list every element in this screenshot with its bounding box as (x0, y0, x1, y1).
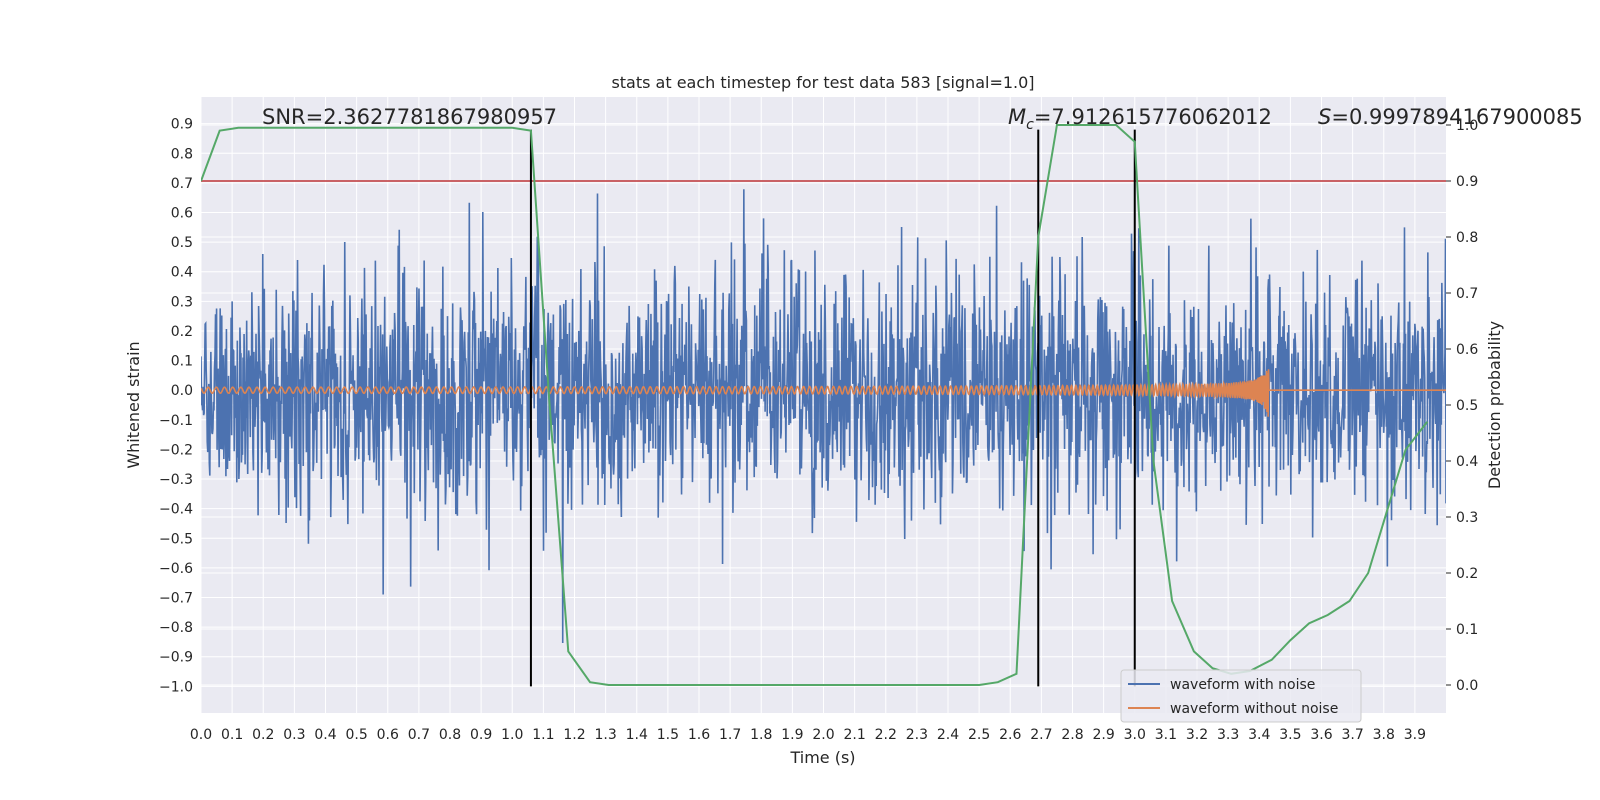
x-tick-label: 3.6 (1310, 727, 1332, 743)
y-right-tick-label: 1.0 (1456, 118, 1478, 134)
y-axis-ticks: 0.9 0.8 0.7 0.6 0.5 0.4 0.3 0.2 0.1 0.0 −0.1 −0.2 −0… (159, 117, 193, 696)
x-tick-label: 0.2 (252, 727, 274, 743)
x-tick-label: 3.9 (1404, 727, 1426, 743)
y-tick-label: −0.6 (159, 561, 193, 577)
significance-value: =0.9997894167900085 (1331, 105, 1582, 129)
x-axis-label: Time (s) (789, 748, 855, 767)
y-right-tick-label: 0.6 (1456, 342, 1478, 358)
x-tick-label: 0.0 (190, 727, 212, 743)
x-tick-label: 2.3 (906, 727, 928, 743)
x-tick-label: 0.9 (470, 727, 492, 743)
legend-box (1120, 669, 1362, 723)
y-tick-label: −0.9 (159, 650, 193, 666)
y-tick-label: −0.5 (159, 531, 193, 547)
x-tick-label: 3.7 (1341, 727, 1363, 743)
x-tick-label: 0.8 (439, 727, 461, 743)
chirp-mass-value: =7.912615776062012 (1034, 105, 1272, 129)
x-tick-label: 1.8 (750, 727, 772, 743)
x-tick-label: 0.4 (314, 727, 336, 743)
x-tick-label: 1.1 (532, 727, 554, 743)
y-right-tick-label: 0.0 (1456, 678, 1478, 694)
chirp-mass-symbol: M (1008, 105, 1026, 129)
y-tick-label: −0.2 (159, 442, 193, 458)
x-tick-label: 0.7 (408, 727, 430, 743)
y-tick-label: 0.6 (171, 206, 193, 222)
y-right-tick-label: 0.9 (1456, 174, 1478, 190)
x-tick-label: 0.3 (283, 727, 305, 743)
x-axis-ticks: 0.0 0.1 0.2 0.3 0.4 0.5 0.6 0.7 0.8 0.9 1.0 1.1 1.2 1… (190, 727, 1426, 743)
x-tick-label: 1.3 (594, 727, 616, 743)
x-tick-label: 1.7 (719, 727, 741, 743)
x-tick-label: 2.4 (937, 727, 959, 743)
x-tick-label: 3.3 (1217, 727, 1239, 743)
x-tick-label: 1.9 (781, 727, 803, 743)
y-tick-label: −0.1 (159, 413, 193, 429)
chirp-mass-subscript: c (1026, 117, 1034, 133)
legend-noise-label: waveform with noise (1170, 677, 1315, 693)
x-tick-label: 1.5 (657, 727, 679, 743)
x-tick-label: 2.1 (843, 727, 865, 743)
x-tick-label: 0.6 (377, 727, 399, 743)
y-right-tick-label: 0.8 (1456, 230, 1478, 246)
chart-title: stats at each timestep for test data 583… (611, 73, 1034, 92)
y-tick-label: 0.8 (171, 146, 193, 162)
right-y-axis-ticks: 1.0 0.9 0.8 0.7 0.6 0.5 0.4 0.3 0.2 0.1 0.0 (1446, 118, 1478, 694)
x-tick-label: 1.0 (501, 727, 523, 743)
x-tick-label: 2.7 (1030, 727, 1052, 743)
chirp-waveform-line (201, 369, 1446, 417)
x-tick-label: 2.9 (1092, 727, 1114, 743)
y-tick-label: 0.0 (171, 383, 193, 399)
y-tick-label: 0.3 (171, 294, 193, 310)
x-tick-label: 0.5 (345, 727, 367, 743)
chirp-mass-annotation: Mc=7.912615776062012 (1008, 105, 1272, 133)
probability-series (201, 124, 1429, 686)
chirp-series (201, 369, 1446, 417)
x-tick-label: 1.4 (626, 727, 648, 743)
y-right-tick-label: 0.5 (1456, 398, 1478, 414)
snr-annotation: SNR=2.3627781867980957 (262, 105, 557, 129)
significance-annotation: S=0.9997894167900085 (1318, 105, 1583, 129)
right-y-axis-label: Detection probability (1485, 321, 1504, 489)
y-right-tick-label: 0.3 (1456, 510, 1478, 526)
x-tick-label: 1.2 (563, 727, 585, 743)
y-tick-label: 0.2 (171, 324, 193, 340)
y-right-tick-label: 0.1 (1456, 622, 1478, 638)
x-tick-label: 2.2 (875, 727, 897, 743)
x-tick-label: 3.0 (1124, 727, 1146, 743)
y-right-tick-label: 0.4 (1456, 454, 1478, 470)
y-axis-label: Whitened strain (124, 341, 143, 468)
vertical-lines (529, 129, 1136, 687)
x-tick-label: 2.6 (999, 727, 1021, 743)
significance-symbol: S (1318, 105, 1331, 129)
x-tick-label: 1.6 (688, 727, 710, 743)
legend-chirp-label: waveform without noise (1170, 701, 1338, 717)
x-tick-label: 3.4 (1248, 727, 1270, 743)
y-tick-label: 0.9 (171, 117, 193, 133)
x-tick-label: 2.0 (812, 727, 834, 743)
probability-line (201, 124, 1429, 686)
x-tick-label: 0.1 (221, 727, 243, 743)
y-tick-label: −0.7 (159, 591, 193, 607)
y-tick-label: −1.0 (159, 679, 193, 695)
y-tick-label: 0.1 (171, 354, 193, 370)
x-tick-label: 2.5 (968, 727, 990, 743)
x-tick-label: 3.8 (1373, 727, 1395, 743)
y-right-tick-label: 0.2 (1456, 566, 1478, 582)
y-right-tick-label: 0.7 (1456, 286, 1478, 302)
y-tick-label: −0.3 (159, 472, 193, 488)
x-tick-label: 2.8 (1061, 727, 1083, 743)
y-tick-label: −0.8 (159, 620, 193, 636)
y-tick-label: 0.4 (171, 265, 193, 281)
x-tick-label: 3.2 (1186, 727, 1208, 743)
y-tick-label: 0.7 (171, 176, 193, 192)
x-tick-label: 3.5 (1279, 727, 1301, 743)
legend: waveform with noise waveform without noi… (1120, 669, 1362, 723)
y-tick-label: 0.5 (171, 235, 193, 251)
x-tick-label: 3.1 (1155, 727, 1177, 743)
y-tick-label: −0.4 (159, 502, 193, 518)
